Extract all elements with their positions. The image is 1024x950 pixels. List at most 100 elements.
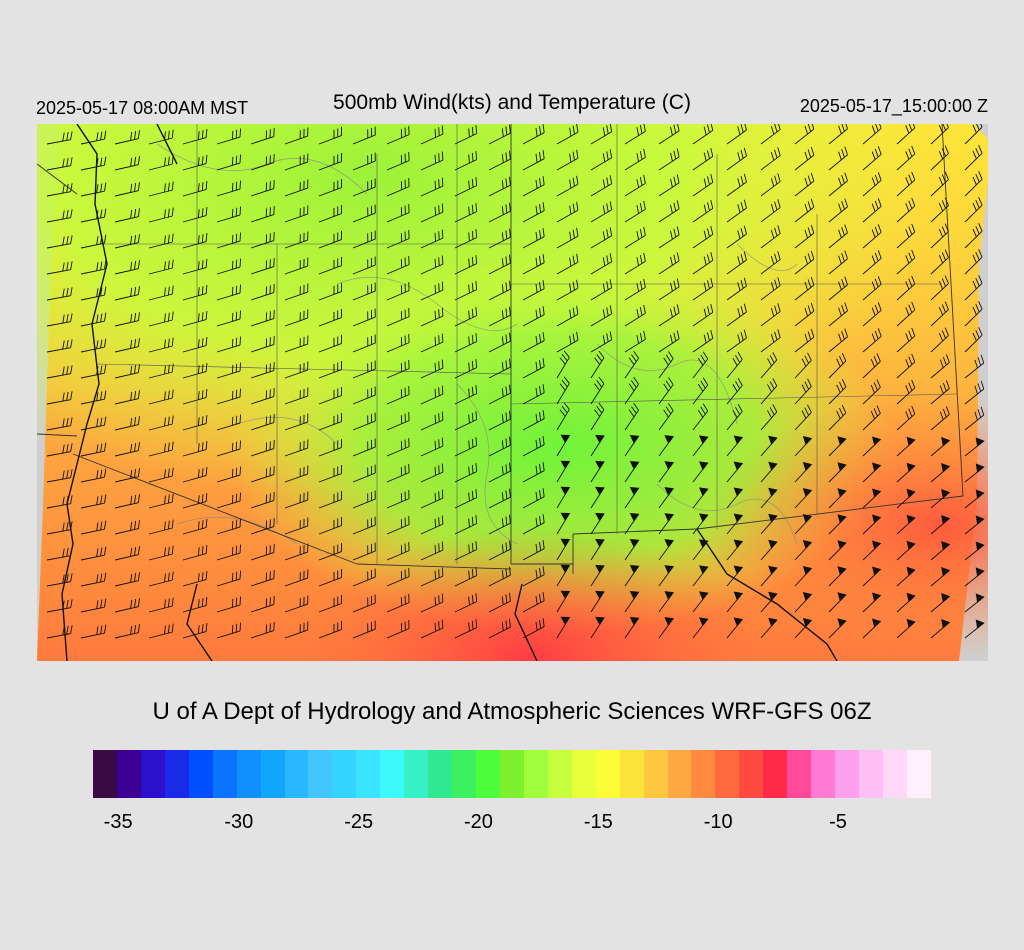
wind-barb bbox=[624, 376, 639, 405]
colorbar-swatch bbox=[835, 750, 859, 798]
wind-barb bbox=[726, 303, 747, 327]
wind-barb bbox=[930, 567, 951, 587]
wind-barb bbox=[760, 277, 781, 301]
wind-barb bbox=[590, 486, 605, 509]
wind-barb bbox=[692, 617, 709, 639]
wind-barb bbox=[692, 304, 714, 327]
wind-barb bbox=[250, 336, 275, 353]
wind-barb bbox=[488, 384, 511, 405]
wind-barb bbox=[760, 591, 778, 613]
colorbar-swatch bbox=[547, 750, 572, 798]
wind-barb bbox=[692, 377, 709, 405]
wind-barb bbox=[148, 311, 174, 327]
wind-barb bbox=[80, 624, 107, 639]
wind-barb bbox=[386, 542, 410, 561]
colorbar-tick-label: -10 bbox=[703, 811, 733, 833]
wind-barb bbox=[726, 617, 744, 639]
wind-barb bbox=[556, 538, 571, 561]
wind-barb bbox=[386, 178, 410, 197]
wind-barb bbox=[318, 257, 342, 275]
wind-barb bbox=[964, 619, 985, 639]
wind-barb bbox=[556, 460, 571, 483]
wind-barb bbox=[250, 128, 275, 145]
wind-barb bbox=[658, 591, 674, 613]
wind-barb bbox=[114, 260, 140, 275]
wind-barb bbox=[794, 539, 813, 561]
wind-barb bbox=[352, 620, 376, 639]
wind-barb bbox=[556, 402, 570, 431]
wind-barb bbox=[216, 284, 242, 301]
wind-barb bbox=[454, 437, 478, 457]
wind-barb bbox=[624, 124, 646, 145]
wind-barb bbox=[794, 435, 813, 457]
colorbar-swatch bbox=[739, 750, 764, 798]
wind-barb bbox=[760, 303, 781, 327]
wind-barb bbox=[930, 515, 951, 535]
wind-barb bbox=[964, 567, 985, 587]
wind-barb bbox=[250, 206, 275, 223]
wind-barb bbox=[760, 124, 781, 145]
wind-barb bbox=[80, 390, 107, 405]
wind-barb bbox=[862, 250, 882, 275]
wind-barb bbox=[896, 249, 916, 275]
wind-barb bbox=[658, 513, 674, 535]
wind-barb bbox=[726, 277, 747, 301]
wind-barb bbox=[964, 406, 985, 431]
wind-barb bbox=[488, 150, 511, 171]
wind-barb bbox=[862, 172, 882, 197]
wind-barb bbox=[862, 146, 882, 171]
wind-barb bbox=[828, 276, 848, 301]
wind-barb bbox=[964, 275, 983, 301]
wind-barb bbox=[250, 362, 275, 379]
wind-barb bbox=[284, 309, 309, 327]
wind-barb bbox=[420, 177, 444, 197]
wind-barb bbox=[692, 252, 714, 275]
wind-barb bbox=[386, 230, 410, 249]
wind-barb bbox=[284, 127, 309, 145]
wind-barb bbox=[420, 489, 444, 509]
wind-barb bbox=[114, 286, 140, 301]
wind-barb bbox=[318, 387, 342, 405]
wind-barb bbox=[556, 331, 579, 353]
wind-barb bbox=[352, 230, 376, 249]
wind-barb bbox=[556, 124, 579, 145]
wind-barb bbox=[352, 360, 376, 379]
wind-barb bbox=[318, 309, 342, 327]
wind-barb bbox=[250, 154, 275, 171]
colorbar-swatch bbox=[236, 750, 261, 798]
wind-barb bbox=[216, 154, 242, 171]
wind-barb bbox=[352, 542, 376, 561]
wind-barb bbox=[386, 334, 410, 353]
wind-barb bbox=[420, 385, 444, 405]
wind-barb bbox=[420, 255, 444, 275]
wind-barb bbox=[148, 597, 174, 613]
wind-barb bbox=[522, 540, 545, 561]
wind-barb bbox=[420, 437, 444, 457]
wind-barb bbox=[454, 307, 478, 327]
wind-barb bbox=[794, 124, 815, 145]
colorbar-swatch bbox=[499, 750, 524, 798]
wind-barb bbox=[896, 566, 916, 587]
wind-barb bbox=[658, 226, 680, 249]
wind-barb bbox=[352, 152, 376, 171]
wind-barb bbox=[284, 153, 309, 171]
wind-barb bbox=[488, 462, 511, 483]
wind-barb bbox=[624, 148, 646, 171]
wind-barb bbox=[250, 518, 275, 535]
wind-barb bbox=[624, 539, 640, 561]
wind-barb bbox=[216, 310, 242, 327]
wind-barb bbox=[658, 278, 680, 301]
wind-barb bbox=[862, 514, 882, 535]
wind-barb bbox=[624, 200, 646, 223]
wind-barb bbox=[828, 378, 847, 405]
wind-barb bbox=[114, 442, 140, 457]
wind-barb bbox=[590, 376, 605, 405]
wind-barb bbox=[930, 406, 950, 431]
wind-barb bbox=[46, 625, 73, 639]
wind-barb bbox=[386, 464, 410, 483]
colorbar-tick-label: -15 bbox=[583, 811, 613, 833]
wind-barb bbox=[250, 284, 275, 301]
wind-barb bbox=[862, 540, 882, 561]
wind-barb bbox=[828, 224, 848, 249]
wind-barb bbox=[352, 308, 376, 327]
